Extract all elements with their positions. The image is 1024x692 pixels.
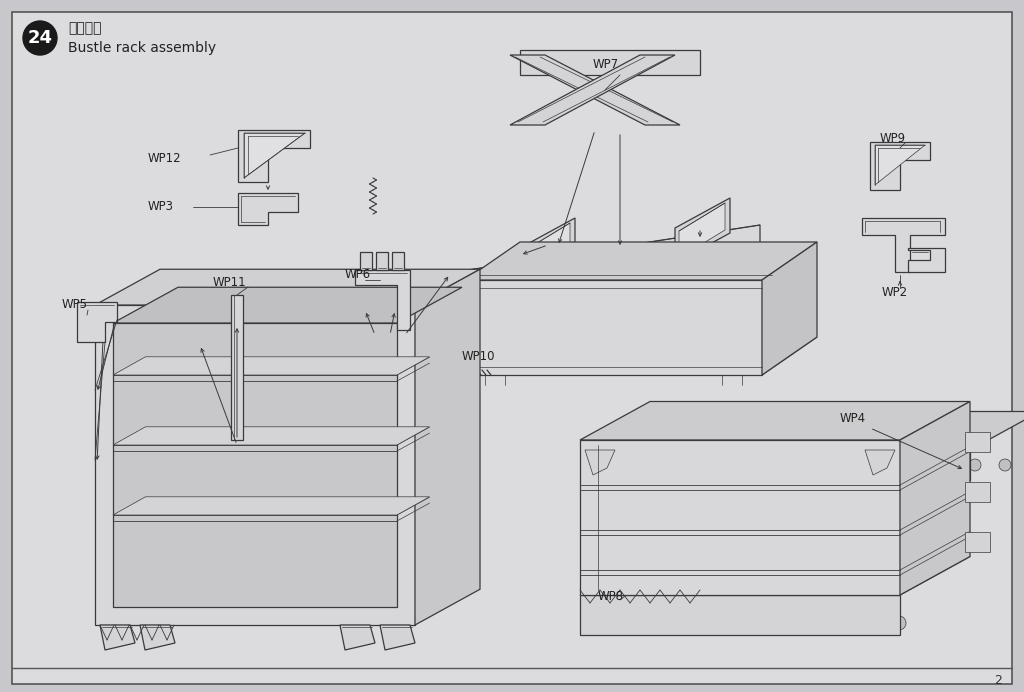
Polygon shape xyxy=(510,55,680,125)
Polygon shape xyxy=(95,269,480,305)
Polygon shape xyxy=(100,625,135,650)
Circle shape xyxy=(854,616,868,630)
Text: Bustle rack assembly: Bustle rack assembly xyxy=(68,41,216,55)
Circle shape xyxy=(816,616,830,630)
Polygon shape xyxy=(965,531,990,552)
Circle shape xyxy=(664,616,678,630)
Text: 栊栏组装: 栊栏组装 xyxy=(68,21,101,35)
Circle shape xyxy=(778,616,792,630)
Polygon shape xyxy=(113,287,462,323)
Polygon shape xyxy=(340,625,375,650)
Polygon shape xyxy=(965,482,990,502)
Polygon shape xyxy=(675,198,730,263)
Polygon shape xyxy=(465,280,762,375)
Polygon shape xyxy=(900,401,970,595)
Polygon shape xyxy=(244,133,305,178)
Polygon shape xyxy=(113,357,429,375)
Polygon shape xyxy=(392,252,404,270)
Polygon shape xyxy=(865,450,895,475)
Polygon shape xyxy=(376,252,388,270)
Polygon shape xyxy=(900,412,1024,450)
Polygon shape xyxy=(113,497,429,515)
Circle shape xyxy=(588,616,602,630)
Polygon shape xyxy=(580,401,970,440)
Polygon shape xyxy=(380,625,415,650)
Text: WP6: WP6 xyxy=(345,268,371,282)
Polygon shape xyxy=(95,305,415,625)
Text: WP2: WP2 xyxy=(882,286,908,300)
Polygon shape xyxy=(231,295,243,440)
Circle shape xyxy=(23,21,57,55)
Polygon shape xyxy=(870,142,930,190)
Polygon shape xyxy=(874,145,925,185)
Circle shape xyxy=(626,616,640,630)
Polygon shape xyxy=(679,203,725,258)
Circle shape xyxy=(909,459,921,471)
Text: 24: 24 xyxy=(28,29,52,47)
Text: WP8: WP8 xyxy=(598,590,624,603)
Circle shape xyxy=(86,325,96,335)
Polygon shape xyxy=(520,50,700,75)
Polygon shape xyxy=(465,337,817,375)
Text: WP12: WP12 xyxy=(148,152,181,165)
Circle shape xyxy=(969,459,981,471)
Polygon shape xyxy=(238,193,298,225)
Text: WP4: WP4 xyxy=(840,412,866,424)
Text: WP3: WP3 xyxy=(148,201,174,214)
Polygon shape xyxy=(465,242,817,280)
Text: WP7: WP7 xyxy=(593,59,620,71)
Polygon shape xyxy=(113,323,397,607)
Polygon shape xyxy=(360,252,372,270)
Polygon shape xyxy=(862,218,945,272)
Text: 2: 2 xyxy=(994,673,1002,686)
Text: WP9: WP9 xyxy=(880,131,906,145)
Polygon shape xyxy=(520,218,575,283)
Polygon shape xyxy=(762,242,817,375)
Polygon shape xyxy=(580,440,900,595)
Circle shape xyxy=(740,616,754,630)
Polygon shape xyxy=(77,302,117,342)
Polygon shape xyxy=(580,595,900,635)
Polygon shape xyxy=(908,248,945,272)
Polygon shape xyxy=(965,432,990,451)
Circle shape xyxy=(939,459,951,471)
Polygon shape xyxy=(900,450,970,480)
Polygon shape xyxy=(585,450,615,475)
Polygon shape xyxy=(468,225,760,290)
Circle shape xyxy=(702,616,716,630)
Circle shape xyxy=(892,616,906,630)
Text: WP5: WP5 xyxy=(62,298,88,311)
Circle shape xyxy=(86,307,96,317)
Polygon shape xyxy=(524,223,570,278)
Text: WP11: WP11 xyxy=(213,275,247,289)
Polygon shape xyxy=(355,270,410,330)
Circle shape xyxy=(999,459,1011,471)
Polygon shape xyxy=(415,269,480,625)
Polygon shape xyxy=(113,427,429,445)
Polygon shape xyxy=(580,556,970,595)
Polygon shape xyxy=(510,55,675,125)
Polygon shape xyxy=(238,130,310,182)
Polygon shape xyxy=(140,625,175,650)
Text: WP10: WP10 xyxy=(462,349,496,363)
